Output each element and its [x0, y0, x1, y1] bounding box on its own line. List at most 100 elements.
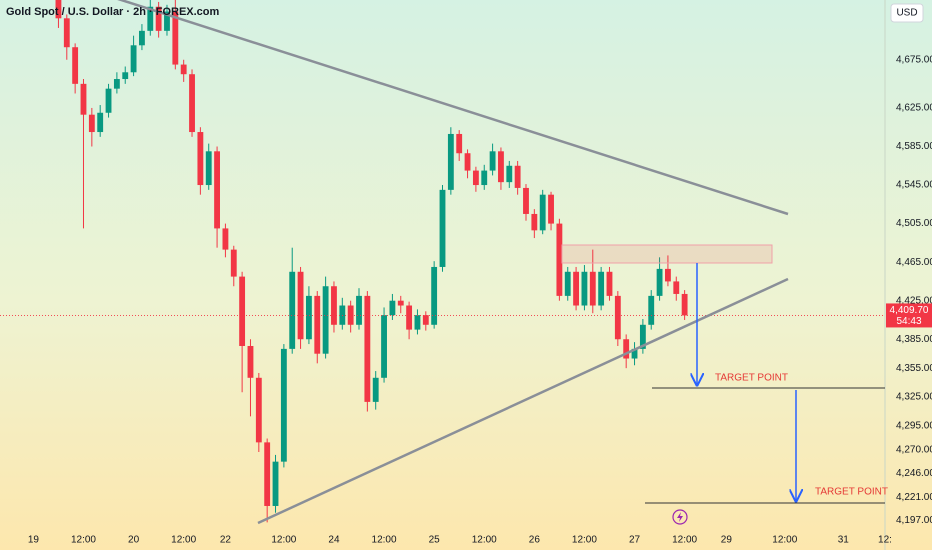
- countdown: 54:43: [896, 316, 921, 327]
- candle-body: [347, 305, 354, 325]
- candle-body: [331, 286, 337, 325]
- candle-body: [247, 345, 254, 378]
- y-tick-label: 4,221.00: [896, 492, 932, 503]
- x-tick-label: 26: [529, 535, 541, 546]
- candle-body: [389, 300, 396, 316]
- candle-body: [63, 18, 70, 48]
- candle-body: [289, 271, 296, 349]
- candle-body: [88, 114, 95, 133]
- candle-body: [614, 295, 621, 340]
- candle-body: [97, 112, 104, 133]
- x-tick-label: 12:00: [472, 535, 497, 546]
- x-tick-label: 12:00: [271, 535, 296, 546]
- candle-body: [523, 187, 529, 214]
- trendline-upper: [117, 0, 789, 216]
- y-tick-label: 4,585.00: [896, 141, 932, 152]
- candle-body: [573, 271, 580, 306]
- event-icon-bolt: [677, 512, 683, 522]
- x-tick-label: 12:00: [572, 535, 597, 546]
- x-tick-label: 12:00: [171, 535, 196, 546]
- candle-body: [130, 45, 137, 73]
- x-tick-label: 12:00: [772, 535, 797, 546]
- x-tick-label: 12:: [878, 535, 892, 546]
- candle-body: [147, 6, 154, 31]
- y-tick-label: 4,505.00: [896, 218, 932, 229]
- x-tick-label: 25: [429, 535, 441, 546]
- candle-body: [197, 132, 204, 186]
- candle-body: [364, 295, 371, 402]
- y-tick-label: 4,385.00: [896, 334, 932, 345]
- candle-body: [222, 228, 229, 250]
- candle-body: [239, 276, 246, 346]
- x-tick-label: 12:00: [71, 535, 96, 546]
- candle-body: [139, 30, 145, 46]
- y-tick-label: 4,295.00: [896, 421, 932, 432]
- candle-body: [648, 295, 655, 325]
- x-tick-label: 12:00: [672, 535, 697, 546]
- candle-body: [623, 339, 630, 359]
- event-icon[interactable]: [672, 509, 688, 525]
- candle-body: [314, 295, 321, 354]
- candle-body: [55, 0, 62, 19]
- y-tick-label: 4,355.00: [896, 363, 932, 374]
- resistance-zone: [561, 244, 773, 264]
- candle-body: [631, 348, 638, 359]
- candle-body: [164, 11, 170, 31]
- candle-body: [72, 47, 79, 84]
- candle-body: [514, 165, 521, 188]
- candle-body: [322, 286, 329, 354]
- candle-body: [489, 151, 496, 171]
- candle-body: [673, 281, 680, 294]
- candle-body: [189, 74, 195, 133]
- candle-body: [447, 133, 454, 190]
- x-tick-label: 24: [328, 535, 340, 546]
- last-price-label: 4,409.70: [890, 305, 929, 316]
- currency-button[interactable]: [890, 3, 924, 23]
- candle-body: [305, 295, 312, 340]
- candle-body: [548, 194, 554, 224]
- candle-body: [431, 266, 438, 325]
- candle-body: [531, 213, 538, 231]
- candle-body: [439, 189, 446, 267]
- candle-body: [665, 268, 671, 282]
- x-tick-label: 19: [28, 535, 40, 546]
- axes: 4,675.00 4,625.00 4,585.00 4,545.00 4,505.00…: [28, 54, 932, 546]
- candle-body: [656, 268, 663, 296]
- x-tick-label: 29: [721, 535, 733, 546]
- candle-body: [539, 194, 546, 231]
- y-tick-label: 4,675.00: [896, 54, 932, 65]
- y-tick-label: 4,425.00: [896, 295, 932, 306]
- candle-body: [356, 295, 362, 325]
- candle-body: [472, 170, 479, 186]
- candle-body: [80, 83, 87, 115]
- candle-body: [598, 271, 605, 306]
- candle-body: [180, 64, 187, 75]
- symbol-title: Gold Spot / U.S. Dollar · 2h · FOREX.com: [6, 6, 220, 18]
- candle-body: [564, 271, 571, 296]
- y-tick-label: 4,625.00: [896, 103, 932, 114]
- candle-body: [414, 315, 421, 330]
- candle-body: [498, 151, 504, 183]
- x-tick-label: 12:00: [372, 535, 397, 546]
- x-tick-label: 27: [629, 535, 641, 546]
- x-tick-label: 20: [128, 535, 140, 546]
- candle-body: [113, 79, 120, 89]
- candle-body: [406, 305, 413, 330]
- candle-body: [172, 11, 179, 65]
- candle-body: [122, 72, 129, 80]
- annotation: TARGET POINT: [815, 487, 888, 498]
- plot-area: [0, 0, 885, 523]
- candle-body: [155, 6, 162, 31]
- candle-body: [397, 300, 404, 306]
- trendline-lower: [257, 277, 789, 525]
- y-tick-label: 4,197.00: [896, 515, 932, 526]
- candle-body: [581, 271, 588, 306]
- x-tick-label: 22: [220, 535, 232, 546]
- candle-body: [214, 151, 220, 229]
- candle-body: [681, 293, 688, 316]
- candle-body: [272, 461, 279, 506]
- candle-body: [205, 151, 212, 186]
